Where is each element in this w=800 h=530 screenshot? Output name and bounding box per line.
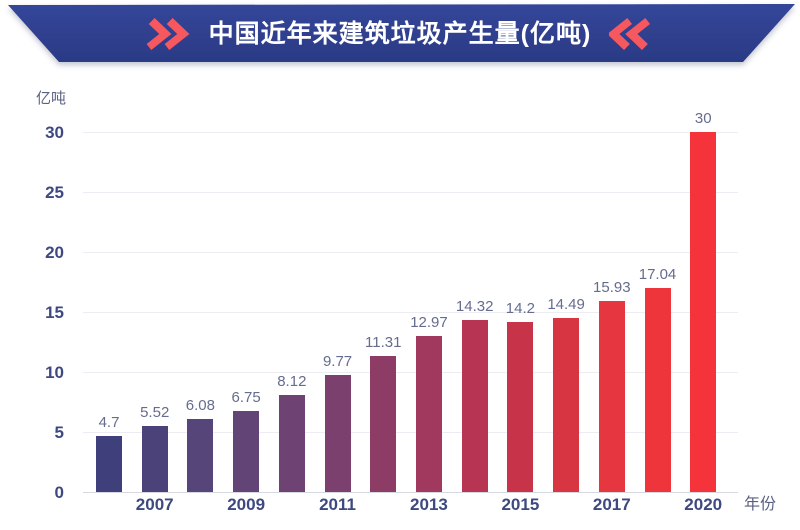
- bar-value-label: 11.31: [365, 334, 402, 352]
- x-axis-line: [83, 492, 738, 493]
- y-tick-label: 30: [45, 123, 64, 142]
- x-tick-label: 2009: [227, 495, 266, 514]
- bar-2011: [324, 374, 351, 492]
- bar-value-label: 6.75: [231, 389, 261, 406]
- bar-2008: [187, 419, 214, 492]
- bar-2007: [141, 425, 168, 492]
- gridline: [83, 132, 738, 133]
- bar-2010: [278, 394, 305, 492]
- bar-value-label: 4.7: [98, 413, 120, 431]
- bar-value-label: 14.32: [455, 298, 494, 316]
- bar-2015: [507, 321, 534, 492]
- chart-title: 中国近年来建筑垃圾产生量(亿吨): [208, 19, 592, 48]
- bar-value-label: 9.77: [322, 352, 353, 370]
- double-chevron-left-icon: [609, 18, 651, 50]
- double-chevron-right-icon: [146, 18, 190, 50]
- x-axis-unit-label: 年份: [744, 496, 777, 513]
- banner-content: 中国近年来建筑垃圾产生量(亿吨): [0, 6, 800, 62]
- bar-value-label: 12.97: [410, 314, 448, 332]
- x-tick-label: 2015: [501, 495, 540, 514]
- bar-value-label: 5.52: [140, 403, 170, 421]
- bar-2018: [644, 287, 671, 492]
- y-tick-label: 10: [45, 363, 64, 382]
- x-tick-label: 2011: [319, 495, 356, 514]
- y-tick-label: 20: [45, 243, 64, 262]
- bar-value-label: 14.49: [547, 296, 585, 314]
- y-tick-label: 25: [45, 183, 64, 202]
- bar-2020: [690, 132, 717, 492]
- bar-2006: [96, 435, 122, 492]
- bar-2017: [598, 300, 625, 492]
- bar-2016: [553, 318, 580, 492]
- bar-value-label: 8.12: [277, 372, 307, 390]
- x-tick-label: 2017: [592, 495, 631, 514]
- gridline: [83, 432, 738, 433]
- y-tick-label: 5: [54, 423, 64, 442]
- y-tick-label: 0: [54, 483, 64, 502]
- y-tick-label: 15: [45, 303, 64, 322]
- gridline: [83, 252, 738, 253]
- bar-2014: [461, 320, 488, 492]
- bar-value-label: 6.08: [185, 397, 215, 415]
- x-tick-label: 2007: [135, 495, 174, 514]
- bar-2009: [233, 411, 260, 492]
- bar-value-label: 15.93: [593, 278, 631, 296]
- bar-2013: [415, 336, 442, 492]
- x-tick-label: 2013: [410, 495, 448, 514]
- gridline: [83, 372, 738, 373]
- y-axis-unit-label: 亿吨: [36, 90, 67, 107]
- x-tick-label: 2020: [684, 495, 723, 514]
- bar-value-label: 30: [694, 110, 712, 127]
- banner-background: [8, 4, 795, 62]
- bar-value-label: 17.04: [638, 265, 677, 283]
- gridline: [83, 192, 738, 193]
- bar-2012: [370, 356, 397, 492]
- bar-value-label: 14.2: [505, 299, 535, 317]
- gridline: [83, 312, 738, 313]
